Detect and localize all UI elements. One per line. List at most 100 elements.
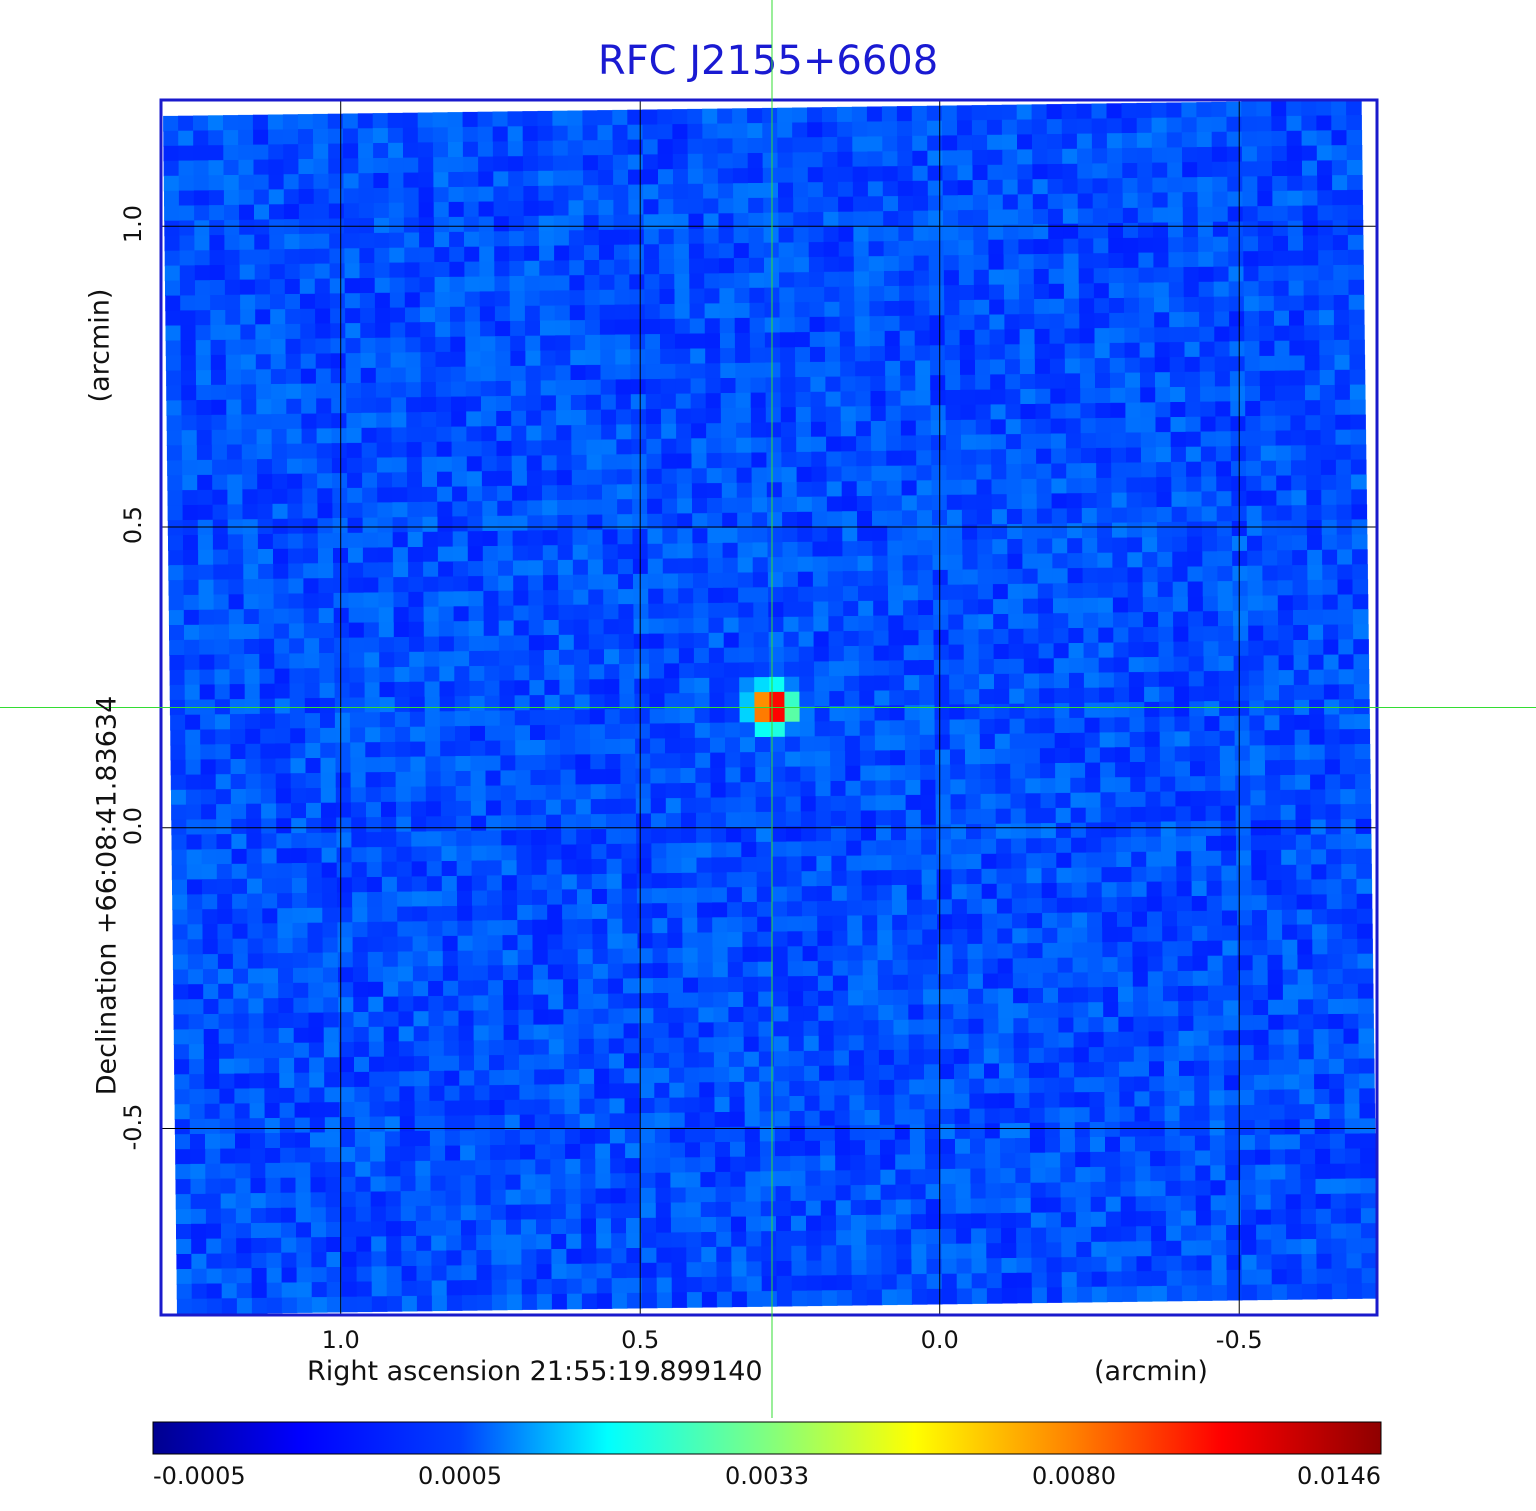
image-pixel	[851, 106, 868, 123]
image-pixel	[952, 974, 969, 990]
image-pixel	[196, 430, 213, 446]
image-pixel	[353, 1012, 370, 1028]
image-pixel	[1010, 808, 1027, 825]
image-pixel	[733, 213, 749, 229]
image-pixel	[464, 306, 481, 323]
image-pixel	[261, 833, 277, 850]
image-pixel	[481, 411, 497, 427]
image-pixel	[352, 952, 369, 968]
image-pixel	[951, 839, 967, 855]
image-pixel	[1017, 179, 1034, 195]
image-pixel	[616, 439, 632, 455]
image-pixel	[1317, 190, 1333, 206]
image-pixel	[380, 787, 397, 803]
image-pixel	[526, 470, 543, 487]
image-pixel	[860, 750, 876, 767]
image-pixel	[1003, 224, 1019, 241]
image-pixel	[907, 959, 924, 976]
image-pixel	[407, 487, 423, 503]
image-pixel	[261, 863, 278, 879]
image-pixel	[477, 126, 494, 143]
image-pixel	[915, 390, 932, 406]
image-pixel	[874, 720, 891, 737]
image-pixel	[766, 422, 782, 438]
image-pixel	[196, 370, 212, 386]
image-pixel	[781, 452, 797, 468]
image-pixel	[604, 709, 621, 725]
image-pixel	[928, 240, 945, 257]
image-pixel	[787, 901, 803, 917]
image-pixel	[783, 586, 799, 603]
image-pixel	[465, 381, 482, 397]
image-pixel	[1055, 822, 1072, 839]
image-pixel	[1170, 387, 1186, 403]
image-pixel	[253, 159, 270, 176]
image-pixel	[619, 708, 636, 725]
image-pixel	[994, 718, 1011, 735]
chart-title: RFC J2155+6608	[597, 38, 939, 84]
image-pixel	[637, 948, 654, 964]
image-pixel	[1206, 835, 1222, 852]
image-pixel	[437, 471, 453, 488]
image-pixel	[244, 698, 261, 715]
image-pixel	[1087, 927, 1103, 943]
image-pixel	[797, 571, 814, 588]
image-pixel	[614, 244, 630, 261]
image-pixel	[780, 407, 797, 423]
image-pixel	[498, 575, 514, 592]
image-pixel	[614, 289, 631, 306]
image-pixel	[1125, 402, 1141, 419]
image-pixel	[563, 994, 579, 1010]
image-pixel	[749, 272, 765, 289]
image-pixel	[771, 841, 787, 858]
image-pixel	[677, 558, 694, 574]
image-pixel	[1206, 850, 1222, 867]
image-pixel	[645, 364, 661, 380]
image-pixel	[305, 743, 321, 759]
image-pixel	[225, 339, 242, 356]
image-pixel	[392, 487, 408, 503]
image-pixel	[1250, 775, 1266, 791]
image-pixel	[907, 899, 923, 916]
image-pixel	[571, 439, 587, 456]
image-pixel	[712, 902, 728, 918]
image-pixel	[1215, 446, 1232, 462]
image-pixel	[916, 480, 933, 496]
image-pixel	[753, 632, 770, 648]
image-pixel	[170, 714, 186, 731]
image-pixel	[832, 945, 849, 962]
image-pixel	[1072, 942, 1088, 959]
image-pixel	[1242, 221, 1259, 237]
image-pixel	[402, 127, 419, 144]
image-pixel	[1173, 611, 1189, 628]
image-pixel	[439, 651, 455, 667]
image-pixel	[178, 130, 194, 147]
image-pixel	[990, 389, 1006, 405]
image-pixel	[676, 468, 693, 485]
image-pixel	[574, 724, 591, 741]
image-pixel	[799, 706, 816, 723]
image-pixel	[397, 921, 413, 938]
image-pixel	[756, 856, 773, 873]
image-pixel	[292, 908, 308, 924]
image-pixel	[1219, 715, 1235, 732]
image-pixel	[634, 708, 651, 725]
image-pixel	[346, 383, 362, 399]
image-pixel	[537, 110, 554, 127]
image-pixel	[1101, 852, 1117, 868]
image-pixel	[1325, 789, 1341, 805]
image-pixel	[288, 548, 304, 565]
image-pixel	[725, 767, 741, 783]
image-pixel	[783, 631, 800, 648]
image-pixel	[1221, 850, 1237, 867]
image-pixel	[843, 646, 860, 662]
image-pixel	[1316, 145, 1333, 161]
image-pixel	[1201, 506, 1218, 522]
image-pixel	[1051, 448, 1067, 465]
image-pixel	[269, 219, 285, 235]
image-pixel	[674, 318, 691, 335]
image-pixel	[813, 631, 830, 647]
image-pixel	[353, 997, 369, 1013]
image-pixel	[420, 337, 436, 353]
image-pixel	[501, 830, 517, 846]
